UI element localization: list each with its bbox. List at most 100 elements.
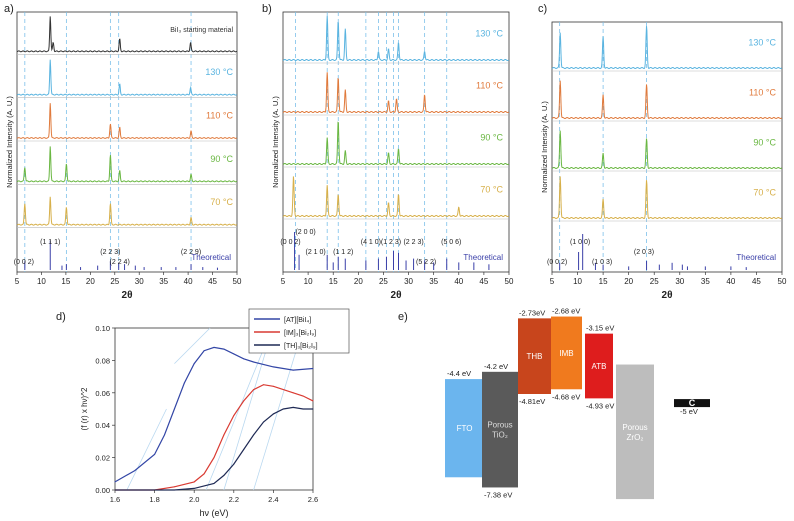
- energy-label-7: -3.15 eV: [586, 324, 614, 333]
- trace-label-a-4: 70 °C: [210, 197, 233, 207]
- energy-label-8: -4.93 eV: [586, 401, 614, 410]
- data-point-2-9: [272, 413, 274, 415]
- band-label-0: FTO: [457, 424, 473, 433]
- x-tick-label-b-5: 30: [404, 277, 413, 286]
- x-tick-label-b-7: 40: [454, 277, 463, 286]
- data-point-1-14: [302, 395, 304, 397]
- data-point-0-7: [203, 350, 205, 352]
- xrd-trace-a-3: [16, 146, 238, 183]
- trace-label-b-1: 110 °C: [476, 81, 503, 91]
- band-label-5-a: Porous: [622, 423, 647, 432]
- band-bar-3: [551, 316, 582, 390]
- trace-label-c-0: 130 °C: [748, 38, 776, 48]
- x-axis-label-a: 2θ: [122, 290, 133, 301]
- xrd-trace-a-2: [16, 103, 238, 139]
- x-tick-label-c-7: 40: [726, 277, 735, 286]
- data-point-2-2: [193, 487, 195, 489]
- x-tick-label-d-3: 2.2: [229, 495, 239, 504]
- x-tick-label-c-8: 45: [752, 277, 761, 286]
- hkl-label-b-6: (2 2 3): [403, 239, 423, 246]
- x-tick-label-b-3: 20: [354, 277, 363, 286]
- hkl-label-b-4: (4 1 0): [361, 239, 381, 246]
- panel-label-e: e): [398, 311, 408, 323]
- x-tick-label-c-3: 20: [624, 277, 633, 286]
- hkl-label-b-8: (5 0 6): [441, 239, 461, 246]
- x-tick-label-a-4: 25: [110, 277, 119, 286]
- data-point-0-9: [223, 348, 225, 350]
- data-point-0-12: [253, 361, 255, 363]
- band-bar-2: [518, 318, 551, 394]
- hkl-label-a-3: (2 2 4): [110, 259, 130, 266]
- tangent-line-2: [205, 344, 266, 491]
- data-point-0-10: [233, 353, 235, 355]
- energy-label-2: -7.38 eV: [484, 490, 512, 499]
- data-point-0-3: [164, 434, 165, 436]
- xrd-trace-a-1: [16, 59, 238, 96]
- band-label-3: IMB: [559, 349, 573, 358]
- data-point-0-8: [213, 346, 215, 348]
- band-label-4: ATB: [592, 362, 607, 371]
- x-tick-label-a-8: 45: [208, 277, 217, 286]
- x-tick-label-c-4: 25: [650, 277, 659, 286]
- panel-label-c: c): [538, 3, 547, 15]
- x-tick-label-d-2: 2.0: [189, 495, 199, 504]
- data-point-1-13: [292, 392, 294, 394]
- data-point-2-8: [263, 421, 264, 423]
- trace-label-c-1: 110 °C: [749, 88, 776, 98]
- data-point-2-6: [243, 449, 245, 450]
- data-point-0-11: [243, 358, 245, 360]
- xrd-trace-b-2: [282, 121, 510, 166]
- y-tick-label-d-1: 0.02: [95, 454, 110, 463]
- band-bar-6: [674, 399, 710, 408]
- x-tick-label-a-1: 10: [37, 277, 46, 286]
- xrd-trace-c-3: [551, 176, 783, 220]
- theoretical-label-c: Theoretical: [736, 253, 776, 262]
- theoretical-label-b: Theoretical: [463, 253, 503, 262]
- energy-label-4: -4.81eV: [519, 397, 545, 406]
- band-bar-5: [616, 364, 654, 500]
- series-line-1: [115, 384, 314, 491]
- panel-c: c) 130 °C 110 °C 90 °C 70 °C Theoretical (0 0 …: [538, 3, 787, 301]
- panel-b: b) 130 °C 110 °C 90 °C 70 °C Theoretical (0 0 …: [262, 3, 514, 301]
- band-label-1-b: TiO₂: [492, 431, 508, 440]
- x-tick-label-a-6: 35: [159, 277, 168, 286]
- tangent-line-0: [126, 408, 167, 491]
- panel-d: d) 1.6 1.8 2.0 2.2 2.4 2.6 0.00 0.02 0.04 0.06 0.08…: [56, 308, 350, 518]
- hkl-label-b-0: (0 0 2): [280, 239, 300, 246]
- x-tick-label-b-0: 5: [281, 277, 286, 286]
- data-point-1-10: [263, 384, 264, 386]
- hkl-label-b-1: (2 0 0): [295, 229, 315, 236]
- data-point-1-2: [173, 486, 175, 488]
- data-point-1-9: [253, 389, 255, 391]
- plot-frame-c: [551, 21, 783, 273]
- panel-a: a) BiI₃ starting material 130 °C 110 °C 90 °…: [4, 3, 242, 301]
- legend-label-d-1: [IM]₃[Bi₂I₉]: [284, 330, 316, 337]
- xrd-trace-c-2: [551, 130, 783, 170]
- data-point-2-4: [223, 474, 225, 476]
- x-tick-label-a-9: 50: [233, 277, 242, 286]
- data-point-1-12: [282, 389, 284, 391]
- band-label-2: THB: [527, 352, 543, 361]
- xrd-trace-b-1: [282, 72, 510, 114]
- trace-label-c-2: 90 °C: [753, 138, 776, 148]
- trace-label-a-2: 110 °C: [206, 111, 233, 121]
- data-point-2-10: [282, 408, 284, 410]
- x-tick-label-b-2: 15: [329, 277, 338, 286]
- band-label-5-b: ZrO₂: [627, 433, 644, 442]
- x-axis-label-b: 2θ: [391, 290, 402, 301]
- data-point-1-15: [312, 400, 314, 402]
- hkl-label-b-3: (1 1 2): [333, 249, 353, 256]
- data-point-1-3: [193, 481, 195, 483]
- legend-label-d-0: [AT][BiI₄]: [284, 317, 311, 324]
- x-tick-label-b-9: 50: [505, 277, 514, 286]
- y-axis-label-b: Normalized Intensity (A. U.): [271, 96, 280, 188]
- panel-label-a: a): [4, 3, 14, 15]
- y-tick-label-d-3: 0.06: [95, 389, 110, 398]
- trace-label-b-3: 70 °C: [480, 185, 503, 195]
- hkl-label-c-2: (1 0 3): [592, 259, 612, 266]
- y-tick-label-d-4: 0.08: [95, 356, 110, 365]
- trace-label-b-2: 90 °C: [480, 133, 503, 143]
- xrd-trace-c-1: [551, 80, 783, 120]
- trace-label-a-3: 90 °C: [210, 154, 233, 164]
- panel-label-b: b): [262, 3, 272, 15]
